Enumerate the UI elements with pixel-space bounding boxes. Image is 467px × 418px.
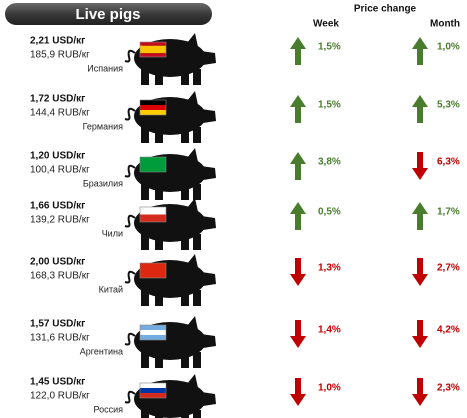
price-change-label: Price change bbox=[354, 4, 417, 15]
trend-arrow bbox=[290, 202, 306, 230]
flag-band bbox=[140, 53, 166, 57]
country: Испания bbox=[87, 63, 123, 73]
country: Бразилия bbox=[83, 178, 123, 188]
trend-arrow bbox=[412, 95, 428, 123]
row: 1,72 USD/кг 144,4 RUB/кг Германия 1,5% 5,3% bbox=[30, 90, 460, 144]
flag-band bbox=[140, 42, 166, 46]
flag-band bbox=[140, 263, 166, 278]
row: 1,57 USD/кг 131,6 RUB/кг Аргентина 1,4% 4,2% bbox=[30, 315, 460, 369]
month-change: 1,7% bbox=[437, 207, 460, 218]
week-change: 1,5% bbox=[318, 100, 341, 111]
price-usd: 1,20 USD/кг bbox=[30, 151, 85, 162]
trend-arrow bbox=[290, 152, 306, 180]
trend-arrow bbox=[412, 37, 428, 65]
row: 2,21 USD/кг 185,9 RUB/кг Испания 1,5% 1,0% bbox=[30, 32, 460, 86]
pig-icon bbox=[124, 253, 217, 307]
pig-icon bbox=[124, 147, 217, 201]
trend-arrow bbox=[412, 202, 428, 230]
flag-border bbox=[139, 382, 167, 399]
month-change: 2,3% bbox=[437, 383, 460, 394]
trend-arrow bbox=[412, 152, 428, 180]
header-pill bbox=[5, 3, 212, 25]
month-change: 4,2% bbox=[437, 325, 460, 336]
flag-border bbox=[139, 206, 167, 223]
month-change: 5,3% bbox=[437, 100, 460, 111]
price-rub: 131,6 RUB/кг bbox=[30, 333, 90, 344]
row: 1,20 USD/кг 100,4 RUB/кг Бразилия 3,8% 6,3% bbox=[30, 147, 460, 201]
trend-arrow bbox=[412, 378, 428, 406]
price-rub: 139,2 RUB/кг bbox=[30, 215, 90, 226]
price-rub: 144,4 RUB/кг bbox=[30, 108, 90, 119]
flag-band bbox=[140, 393, 166, 398]
row: 1,66 USD/кг 139,2 RUB/кг Чили 0,5% 1,7% bbox=[30, 197, 460, 251]
pig-icon bbox=[124, 373, 217, 418]
flag-border bbox=[139, 156, 167, 173]
flag-band bbox=[140, 214, 166, 222]
country: Россия bbox=[93, 404, 123, 414]
week-label: Week bbox=[313, 19, 339, 30]
pig-icon bbox=[124, 197, 217, 251]
flag-band bbox=[140, 110, 166, 115]
header-title: Live pigs bbox=[75, 6, 140, 23]
price-usd: 1,57 USD/кг bbox=[30, 319, 85, 330]
month-change: 6,3% bbox=[437, 157, 460, 168]
trend-arrow bbox=[412, 320, 428, 348]
week-change: 1,0% bbox=[318, 383, 341, 394]
month-label: Month bbox=[430, 19, 460, 30]
country: Чили bbox=[102, 228, 123, 238]
trend-arrow bbox=[290, 258, 306, 286]
flag-band bbox=[140, 388, 166, 393]
price-usd: 1,45 USD/кг bbox=[30, 377, 85, 388]
week-change: 1,5% bbox=[318, 42, 341, 53]
flag-band bbox=[140, 330, 166, 335]
flag-band bbox=[140, 45, 166, 54]
trend-arrow bbox=[290, 95, 306, 123]
price-usd: 2,00 USD/кг bbox=[30, 257, 85, 268]
week-change: 1,3% bbox=[318, 263, 341, 274]
flag-border bbox=[139, 324, 167, 341]
flag-band bbox=[140, 325, 166, 330]
trend-arrow bbox=[412, 258, 428, 286]
price-rub: 122,0 RUB/кг bbox=[30, 391, 90, 402]
price-usd: 2,21 USD/кг bbox=[30, 36, 85, 47]
week-change: 3,8% bbox=[318, 157, 341, 168]
flag-band bbox=[140, 383, 166, 388]
flag-band bbox=[140, 105, 166, 110]
trend-arrow bbox=[290, 37, 306, 65]
flag-band bbox=[140, 207, 166, 215]
country: Китай bbox=[99, 284, 123, 294]
country: Германия bbox=[83, 121, 123, 131]
country: Аргентина bbox=[80, 346, 123, 356]
flag-band bbox=[140, 100, 166, 105]
row: 2,00 USD/кг 168,3 RUB/кг Китай 1,3% 2,7% bbox=[30, 253, 460, 307]
price-usd: 1,66 USD/кг bbox=[30, 201, 85, 212]
price-usd: 1,72 USD/кг bbox=[30, 94, 85, 105]
week-change: 1,4% bbox=[318, 325, 341, 336]
month-change: 2,7% bbox=[437, 263, 460, 274]
flag-band bbox=[140, 335, 166, 340]
trend-arrow bbox=[290, 378, 306, 406]
pig-icon bbox=[124, 32, 217, 86]
flag-border bbox=[139, 262, 167, 279]
pig-icon bbox=[124, 315, 217, 369]
pig-icon bbox=[124, 90, 217, 144]
price-rub: 168,3 RUB/кг bbox=[30, 271, 90, 282]
flag-band bbox=[140, 157, 166, 172]
week-change: 0,5% bbox=[318, 207, 341, 218]
trend-arrow bbox=[290, 320, 306, 348]
month-change: 1,0% bbox=[437, 42, 460, 53]
price-rub: 100,4 RUB/кг bbox=[30, 165, 90, 176]
flag-border bbox=[139, 41, 167, 58]
flag-border bbox=[139, 99, 167, 116]
price-rub: 185,9 RUB/кг bbox=[30, 50, 90, 61]
